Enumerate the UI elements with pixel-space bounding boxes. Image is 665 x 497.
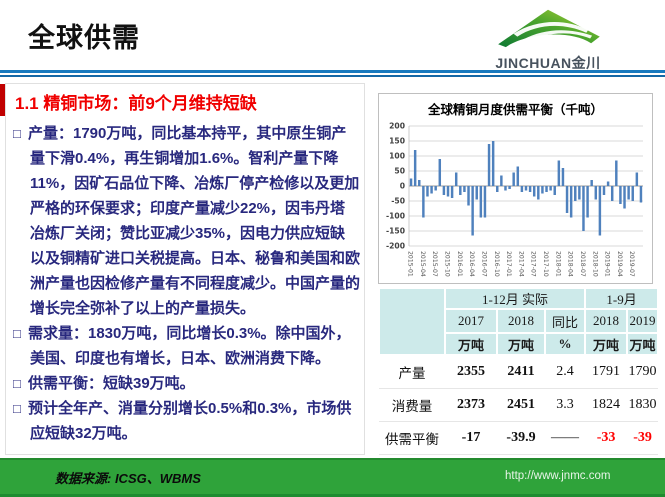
svg-text:150: 150 xyxy=(389,137,405,146)
bullet-production: □ 产量：1790万吨，同比基本持平，其中原生铜产量下滑0.4%，再生铜增加1.6… xyxy=(13,121,360,321)
table-corner-cell xyxy=(378,287,446,356)
svg-text:-150: -150 xyxy=(386,227,405,236)
svg-text:100: 100 xyxy=(389,152,405,161)
col-header-2017: 2017 xyxy=(444,308,498,334)
table-row-consumption: 消费量 2373 2451 3.3 1824 1830 xyxy=(379,387,659,421)
unit-cell: 万吨 xyxy=(626,332,660,356)
slide-header: 全球供需 JINCHUAN金川 xyxy=(0,0,665,73)
mountain-swoosh-icon xyxy=(489,9,607,54)
col-group-jan-sep: 1-9月 xyxy=(584,287,660,310)
page-title: 全球供需 xyxy=(28,23,140,53)
bullet-demand: □ 需求量：1830万吨，同比增长0.3%。除中国外，美国、印度也有增长，日本、欧… xyxy=(13,321,360,371)
text-panel: 1.1 精铜市场：前9个月维持短缺 □ 产量：1790万吨，同比基本持平，其中原生… xyxy=(5,83,365,455)
section-heading: 1.1 精铜市场：前9个月维持短缺 xyxy=(15,94,257,113)
square-bullet-icon: □ xyxy=(13,326,21,341)
company-url-link[interactable]: http://www.jnmc.com xyxy=(505,470,611,482)
svg-text:2017-07: 2017-07 xyxy=(530,251,537,277)
svg-text:2018-04: 2018-04 xyxy=(567,251,574,277)
svg-text:200: 200 xyxy=(389,122,405,131)
unit-cell: 万吨 xyxy=(584,332,629,356)
table-row-production: 产量 2355 2411 2.4 1791 1790 xyxy=(379,354,659,388)
data-source-note: 数据来源: ICSG、WBMS xyxy=(55,471,201,486)
svg-text:2019-04: 2019-04 xyxy=(616,251,623,277)
unit-cell: % xyxy=(543,332,587,356)
svg-text:2016-07: 2016-07 xyxy=(480,251,487,277)
bullet-balance: □ 供需平衡：短缺39万吨。 xyxy=(13,371,360,396)
col-header-yoy: 同比 xyxy=(543,308,587,334)
svg-text:2017-04: 2017-04 xyxy=(517,251,524,277)
square-bullet-icon: □ xyxy=(13,401,21,416)
svg-text:2015-07: 2015-07 xyxy=(431,251,438,277)
square-bullet-icon: □ xyxy=(13,376,21,391)
company-logo: JINCHUAN金川 xyxy=(483,4,613,73)
chart-plot-area: 200 150 100 50 0 -50 -100 -150 -200 2015-01 2015-0… xyxy=(379,120,652,289)
col-header-2019-ytd: 2019 xyxy=(626,308,660,334)
svg-text:2016-01: 2016-01 xyxy=(456,251,463,277)
table-row-balance: 供需平衡 -17 -39.9 —— -33 -39 xyxy=(379,420,659,455)
svg-text:50: 50 xyxy=(394,167,405,176)
col-group-actual: 1-12月 实际 xyxy=(443,287,587,310)
heading-accent-bar xyxy=(0,84,5,116)
svg-text:2017-10: 2017-10 xyxy=(542,251,549,277)
bullet-list: □ 产量：1790万吨，同比基本持平，其中原生铜产量下滑0.4%，再生铜增加1.6… xyxy=(11,121,360,446)
bullet-forecast: □ 预计全年产、消量分别增长0.5%和0.3%，市场供应短缺32万吨。 xyxy=(13,396,360,446)
svg-text:2015-10: 2015-10 xyxy=(444,251,451,277)
svg-text:0: 0 xyxy=(400,182,405,191)
balance-2019-ytd-negative: -39 xyxy=(627,420,659,455)
balance-2018-ytd-negative: -33 xyxy=(585,420,628,455)
svg-text:2019-07: 2019-07 xyxy=(628,251,635,277)
supply-demand-table: 1-12月 实际 1-9月 2017 2018 同比 2018 2019 万吨 … xyxy=(378,287,660,455)
svg-text:2018-10: 2018-10 xyxy=(591,251,598,277)
unit-cell: 万吨 xyxy=(444,332,498,356)
footer-bar: 数据来源: ICSG、WBMS http://www.jnmc.com xyxy=(0,458,665,497)
svg-text:2015-04: 2015-04 xyxy=(419,251,426,277)
svg-text:2018-01: 2018-01 xyxy=(554,251,561,277)
header-divider xyxy=(0,70,665,79)
monthly-balance-chart: 全球精铜月度供需平衡（千吨） 200 150 100 50 0 -50 -100 -150 -2… xyxy=(378,93,653,284)
svg-text:2019-01: 2019-01 xyxy=(604,251,611,277)
svg-text:2018-07: 2018-07 xyxy=(579,251,586,277)
chart-title: 全球精铜月度供需平衡（千吨） xyxy=(427,103,603,117)
logo-wordmark: JINCHUAN金川 xyxy=(495,55,601,71)
svg-text:-200: -200 xyxy=(386,242,405,251)
svg-text:-50: -50 xyxy=(391,197,405,206)
unit-cell: 万吨 xyxy=(496,332,546,356)
svg-text:2015-01: 2015-01 xyxy=(407,251,414,277)
col-header-2018-ytd: 2018 xyxy=(584,308,629,334)
col-header-2018: 2018 xyxy=(496,308,546,334)
svg-text:2017-01: 2017-01 xyxy=(505,251,512,277)
svg-text:-100: -100 xyxy=(386,212,405,221)
square-bullet-icon: □ xyxy=(13,126,21,141)
svg-text:2016-10: 2016-10 xyxy=(493,251,500,277)
svg-text:2016-04: 2016-04 xyxy=(468,251,475,277)
